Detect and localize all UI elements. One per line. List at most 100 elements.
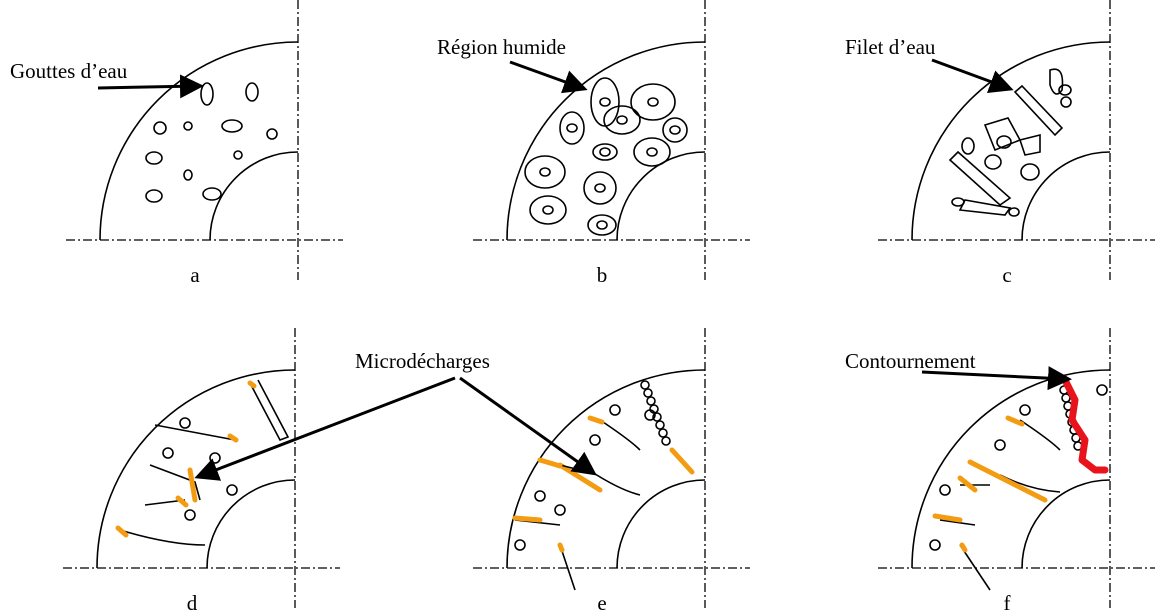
- wet-region: [604, 106, 640, 134]
- panel-label: e: [597, 591, 606, 610]
- droplet: [515, 540, 525, 550]
- droplet-chain: [641, 381, 649, 389]
- inner-arc: [617, 480, 705, 568]
- droplet: [146, 152, 162, 164]
- annotation: Microdécharges: [355, 349, 490, 373]
- discharge: [935, 516, 960, 520]
- arrow: [922, 372, 1066, 379]
- water-filament: [1020, 135, 1040, 155]
- filament: [1020, 420, 1060, 450]
- outer-arc: [97, 370, 295, 568]
- droplet: [163, 448, 173, 458]
- droplet: [670, 126, 680, 134]
- droplet: [543, 206, 553, 214]
- droplet: [647, 148, 657, 156]
- droplet: [184, 170, 192, 180]
- droplet: [595, 184, 605, 192]
- discharge: [590, 418, 602, 422]
- discharge: [250, 383, 254, 386]
- wet-region: [634, 138, 670, 166]
- droplet: [184, 122, 192, 130]
- droplet: [246, 83, 258, 101]
- discharge: [540, 460, 560, 466]
- droplet: [234, 151, 242, 159]
- droplet: [185, 510, 195, 520]
- water-filament: [985, 118, 1020, 150]
- droplet: [648, 98, 658, 106]
- panel-label: a: [190, 263, 200, 287]
- inner-arc: [210, 152, 298, 240]
- discharge: [230, 436, 236, 440]
- droplet: [201, 83, 213, 105]
- droplet: [1020, 405, 1030, 415]
- discharge: [178, 498, 186, 505]
- filament: [155, 425, 235, 440]
- outer-arc: [100, 42, 298, 240]
- droplet: [962, 138, 974, 154]
- filament: [120, 530, 205, 545]
- droplet: [154, 122, 166, 134]
- panel-label: c: [1002, 263, 1011, 287]
- droplet: [222, 120, 242, 132]
- droplet: [597, 221, 607, 229]
- water-filament: [960, 200, 1010, 215]
- droplet-chain: [662, 437, 670, 445]
- inner-arc: [207, 480, 295, 568]
- discharge: [962, 545, 965, 550]
- arrow: [510, 62, 582, 88]
- droplet: [995, 440, 1005, 450]
- wet-region: [525, 156, 565, 188]
- discharge: [190, 470, 195, 500]
- droplet: [146, 190, 162, 202]
- droplet: [600, 98, 610, 106]
- discharge: [672, 450, 692, 472]
- panel-label: f: [1004, 591, 1011, 610]
- wet-region: [663, 118, 687, 142]
- droplet-chain: [656, 421, 664, 429]
- discharge: [970, 462, 1045, 500]
- droplet: [567, 124, 577, 132]
- droplet: [610, 405, 620, 415]
- flashover: [1066, 382, 1105, 470]
- annotation: Filet d’eau: [845, 35, 936, 59]
- wet-region: [588, 215, 616, 235]
- droplet: [203, 188, 221, 200]
- arrow: [98, 86, 198, 88]
- droplet: [227, 485, 237, 495]
- droplet: [930, 540, 940, 550]
- annotation: Contournement: [845, 349, 976, 373]
- discharge: [560, 465, 600, 490]
- arrow: [460, 378, 592, 472]
- wet-region: [591, 78, 619, 126]
- panels: a b c d e f: [63, 0, 1155, 610]
- droplet: [210, 453, 220, 463]
- droplet: [1097, 385, 1107, 395]
- droplet-chain: [659, 429, 667, 437]
- water-filament: [1050, 69, 1063, 94]
- discharge: [515, 518, 540, 520]
- droplet: [985, 155, 1001, 169]
- droplet: [267, 129, 277, 139]
- panel-label: b: [597, 263, 608, 287]
- discharge: [1008, 418, 1022, 424]
- filament: [250, 380, 288, 440]
- droplet-chain: [647, 397, 655, 405]
- droplet: [952, 198, 964, 206]
- diagram: a b c d e f Gouttes d’eau Région humide Filet…: [0, 0, 1156, 610]
- wet-region: [584, 172, 616, 204]
- droplet-chain: [644, 389, 652, 397]
- panel-label: d: [187, 591, 198, 610]
- droplet: [535, 491, 545, 501]
- droplet: [1059, 85, 1071, 95]
- annotations: Gouttes d’eau Région humide Filet d’eau …: [10, 35, 1066, 476]
- outer-arc: [912, 370, 1110, 568]
- arrow: [932, 60, 1008, 88]
- outer-arc: [507, 370, 705, 568]
- droplet: [540, 168, 550, 176]
- wet-region: [530, 196, 566, 224]
- droplet: [940, 485, 950, 495]
- droplet: [590, 435, 600, 445]
- arrow: [200, 378, 455, 476]
- discharge: [960, 478, 975, 490]
- droplet: [1009, 208, 1019, 216]
